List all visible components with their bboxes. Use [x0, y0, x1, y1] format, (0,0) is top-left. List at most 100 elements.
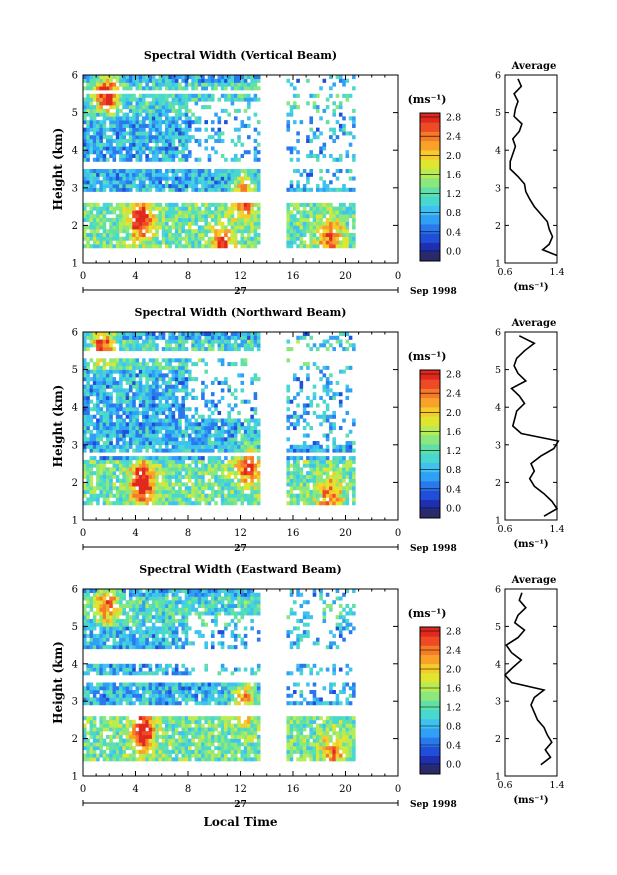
- heatmap-cell: [135, 120, 140, 125]
- heatmap-cell: [302, 184, 307, 189]
- heatmap-cell: [115, 426, 120, 431]
- heatmap-cell: [115, 407, 120, 412]
- heatmap-cell: [83, 467, 87, 472]
- heatmap-cell: [296, 497, 300, 502]
- heatmap-cell: [342, 418, 346, 423]
- heatmap-cell: [240, 501, 245, 506]
- heatmap-cell: [315, 448, 320, 453]
- heatmap-cell: [171, 86, 176, 91]
- heatmap-cell: [345, 221, 350, 226]
- heatmap-cell: [174, 232, 179, 237]
- heatmap-cell: [122, 486, 126, 491]
- heatmap-cell: [112, 365, 117, 370]
- heatmap-cell: [125, 388, 130, 393]
- heatmap-cell: [309, 221, 313, 226]
- heatmap-cell: [125, 180, 130, 185]
- heatmap-cell: [207, 467, 212, 472]
- heatmap-cell: [306, 187, 310, 192]
- heatmap-cell: [171, 497, 176, 502]
- heatmap-cell: [178, 86, 182, 91]
- heatmap-cell: [342, 244, 346, 249]
- heatmap-cell: [99, 131, 103, 136]
- heatmap-cell: [168, 395, 172, 400]
- heatmap-cell: [83, 236, 87, 241]
- heatmap-cell: [352, 448, 356, 453]
- heatmap-cell: [96, 172, 100, 177]
- heatmap-cell: [181, 347, 186, 352]
- heatmap-cell: [122, 138, 126, 143]
- heatmap-cell: [178, 343, 182, 348]
- heatmap-cell: [214, 82, 218, 87]
- heatmap-cell: [352, 120, 356, 125]
- heatmap-cell: [299, 365, 304, 370]
- heatmap-cell: [115, 501, 120, 506]
- heatmap-cell: [83, 727, 87, 732]
- heatmap-cell: [105, 127, 110, 132]
- heatmap-cell: [181, 244, 186, 249]
- heatmap-cell: [224, 157, 228, 162]
- heatmap-cell: [256, 433, 261, 438]
- heatmap-cell: [191, 135, 195, 140]
- heatmap-cell: [92, 82, 97, 87]
- heatmap-cell: [171, 347, 176, 352]
- heatmap-cell: [86, 142, 90, 147]
- heatmap-cell: [325, 489, 330, 494]
- heatmap-cells: [83, 589, 356, 762]
- heatmap-cell: [178, 339, 182, 344]
- colorbar-tick-label: 1.2: [446, 446, 461, 457]
- heatmap-cell: [96, 210, 100, 215]
- heatmap-cell: [145, 418, 149, 423]
- profile-x-label: (ms⁻¹): [513, 282, 548, 293]
- heatmap-cell: [352, 232, 356, 237]
- heatmap-cell: [345, 93, 350, 98]
- heatmap-cell: [132, 489, 136, 494]
- heatmap-cell: [329, 93, 333, 98]
- month-label: Sep 1998: [410, 287, 457, 297]
- heatmap-cell: [197, 448, 202, 453]
- heatmap-cell: [158, 384, 163, 389]
- heatmap-cell: [105, 486, 110, 491]
- heatmap-cell: [112, 180, 117, 185]
- heatmap-cell: [102, 441, 107, 446]
- heatmap-cell: [210, 347, 215, 352]
- heatmap-cell: [89, 474, 94, 479]
- heatmap-cell: [342, 474, 346, 479]
- heatmap-cell: [315, 486, 320, 491]
- heatmap-cell: [151, 437, 156, 442]
- heatmap-cell: [158, 335, 163, 340]
- heatmap-cell: [161, 101, 166, 106]
- heatmap-cell: [112, 335, 117, 340]
- heatmap-cell: [293, 120, 297, 125]
- heatmap-cell: [178, 244, 182, 249]
- heatmap-cell: [197, 429, 202, 434]
- heatmap-cell: [214, 176, 218, 181]
- heatmap-cell: [286, 232, 291, 237]
- heatmap-cell: [168, 362, 172, 367]
- heatmap-cell: [214, 112, 218, 117]
- colorbar-tick-label: 1.2: [446, 189, 461, 200]
- heatmap-cell: [105, 734, 110, 739]
- heatmap-cell: [132, 105, 136, 110]
- heatmap-cell: [151, 217, 156, 222]
- heatmap-cell: [119, 206, 123, 211]
- heatmap-cell: [178, 335, 182, 340]
- heatmap-cell: [233, 221, 238, 226]
- heatmap-cell: [122, 157, 126, 162]
- heatmap-cell: [115, 410, 120, 416]
- heatmap-cell: [322, 388, 327, 393]
- heatmap-cell: [99, 244, 103, 249]
- heatmap-cell: [312, 395, 317, 400]
- heatmap-cell: [181, 332, 186, 337]
- heatmap-cell: [220, 395, 225, 400]
- heatmap-cell: [115, 463, 120, 468]
- heatmap-cell: [233, 82, 238, 87]
- heatmap-cell: [352, 214, 356, 219]
- heatmap-cell: [161, 93, 166, 98]
- heatmap-cell: [197, 116, 202, 121]
- heatmap-cell: [99, 221, 103, 226]
- heatmap-cell: [102, 365, 107, 370]
- heatmap-cell: [345, 384, 350, 389]
- heatmap-cell: [99, 225, 103, 230]
- heatmap-cell: [237, 138, 241, 143]
- heatmap-cell: [161, 138, 166, 143]
